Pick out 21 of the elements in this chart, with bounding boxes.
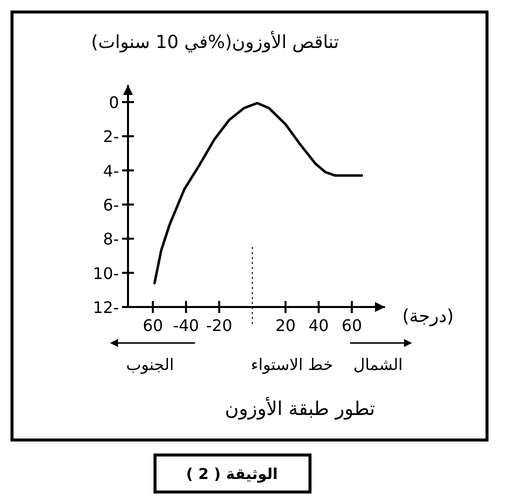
x-tick-label: 20 [275, 316, 296, 335]
line-series [153, 102, 364, 284]
text: خط الاستواء [250, 355, 334, 374]
y-tick-label: 8- [103, 230, 119, 249]
y-axis-title: تناقص الأوزون(%في 10 سنوات) [91, 30, 339, 53]
y-tick-label: 2- [103, 127, 119, 146]
y-tick-label: 6- [103, 196, 119, 215]
y-tick-label: 0 [108, 93, 119, 112]
y-tick-label: 12- [92, 298, 119, 317]
x-tick-label: 60 [142, 316, 164, 335]
x-axis-title: (درجة) [402, 306, 454, 327]
text: تطور طبقة الأوزون [224, 396, 376, 420]
text: الوثيقة ( 2 ) [186, 465, 278, 483]
y-tick-label: 4- [103, 161, 119, 180]
text: الشمال [353, 355, 403, 374]
x-tick-label: -40 [172, 316, 200, 335]
x-tick-label: 60 [342, 316, 362, 335]
x-tick-label: -20 [206, 316, 232, 335]
y-tick-label: 10- [92, 264, 119, 283]
x-tick-label: 40 [308, 316, 329, 335]
text: الجنوب [126, 355, 174, 374]
